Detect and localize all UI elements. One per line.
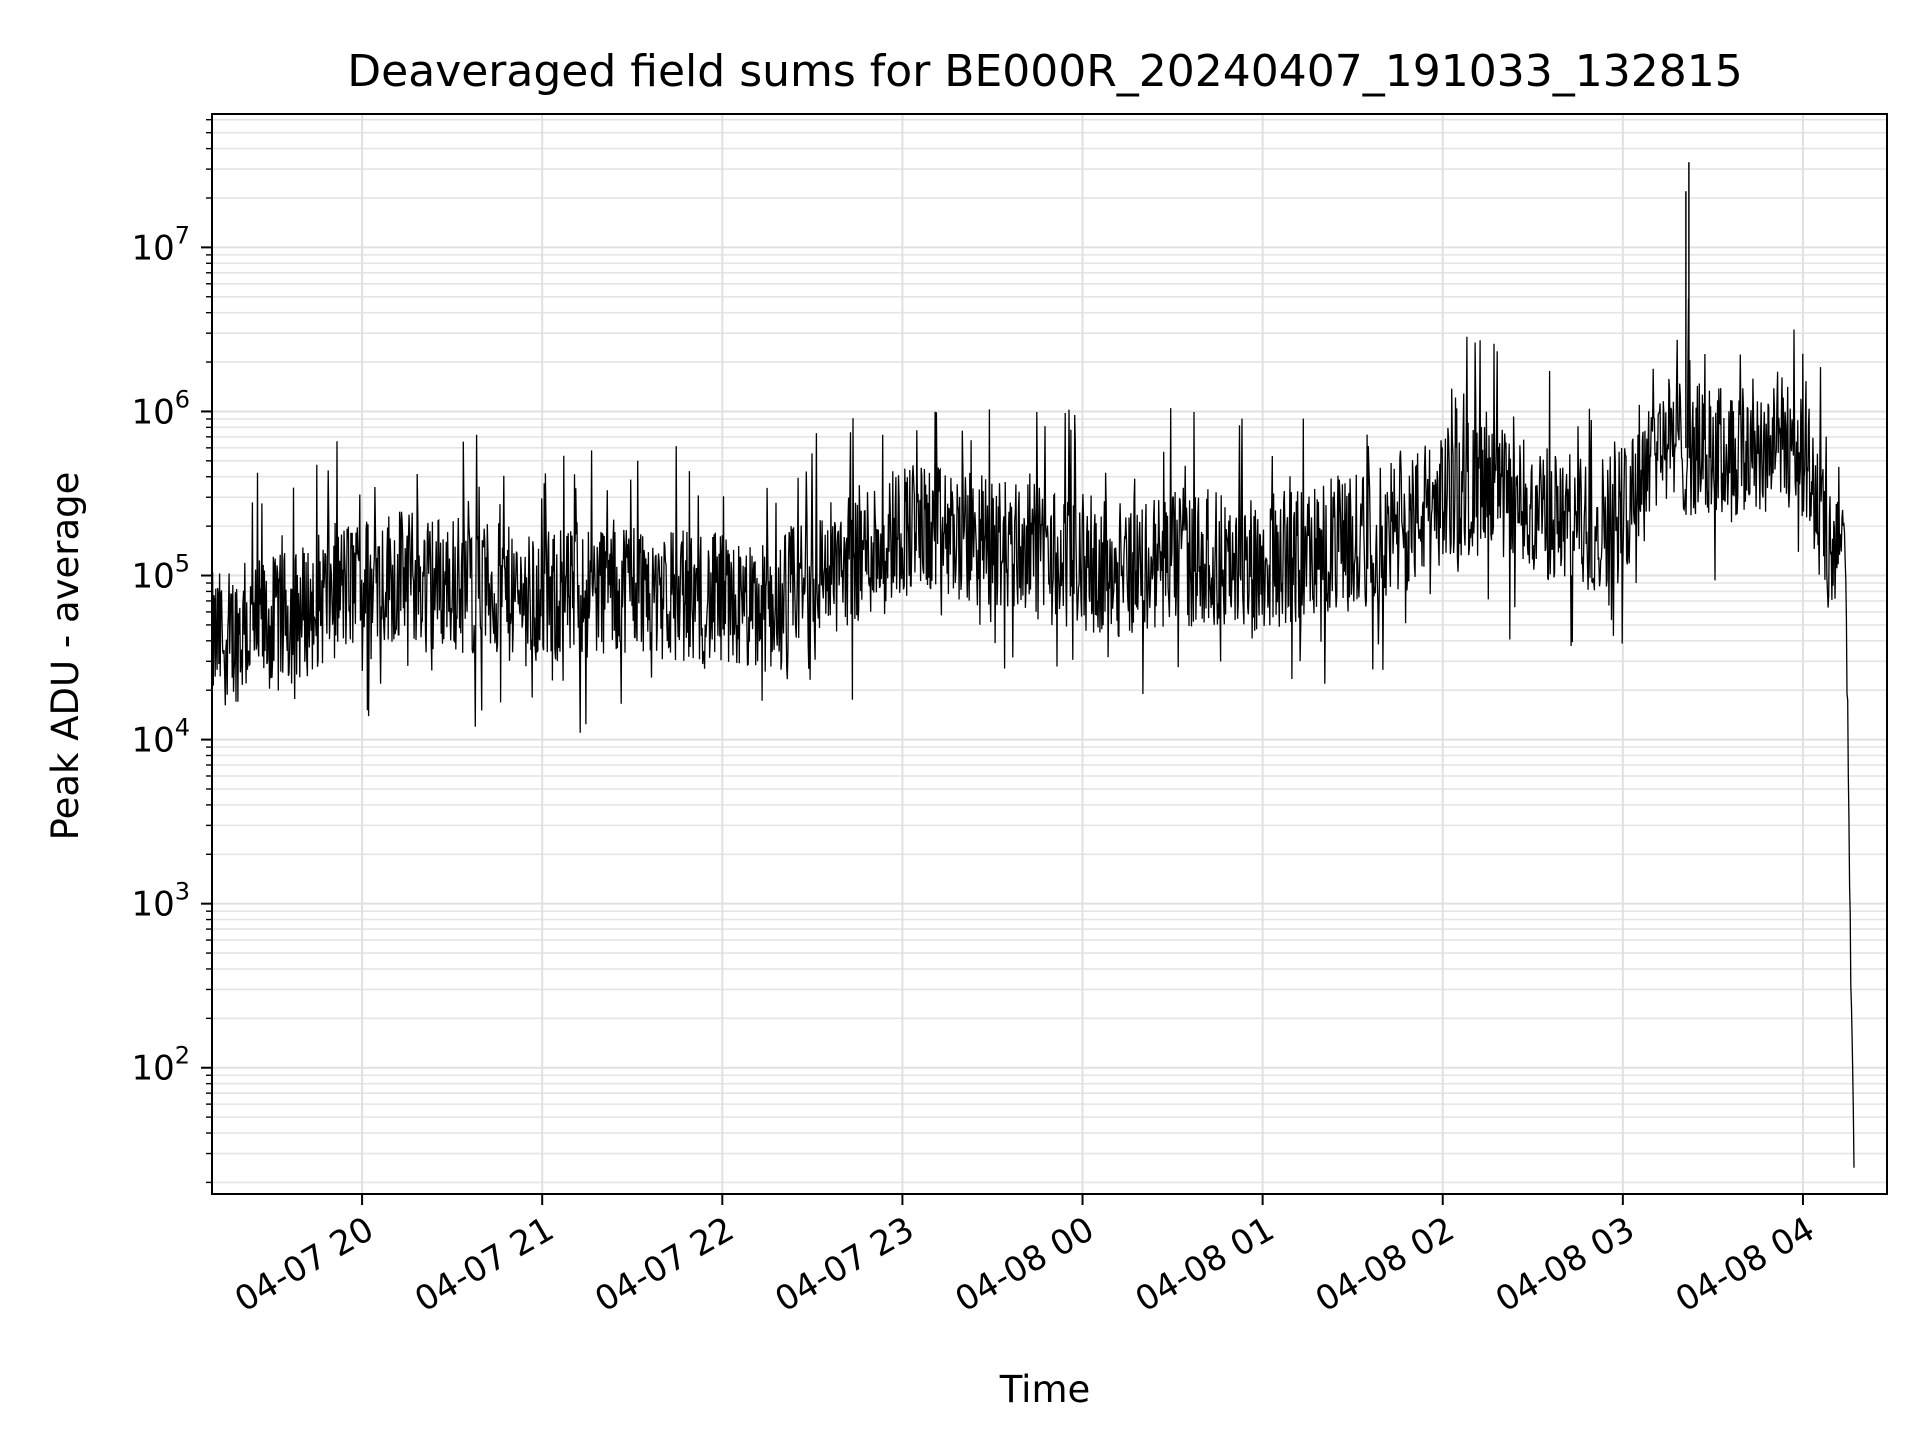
grid-layer	[212, 114, 1887, 1194]
y-tick-label: 107	[131, 221, 190, 268]
y-tick-label: 103	[131, 878, 190, 925]
series-layer	[211, 162, 1855, 1168]
plot-frame	[211, 113, 1888, 1195]
y-tick-label: 105	[131, 550, 190, 597]
y-tick-label: 104	[131, 714, 190, 761]
series-line	[211, 298, 1855, 1168]
x-axis-label: Time	[999, 1368, 1091, 1411]
chart-title: Deaveraged field sums for BE000R_2024040…	[347, 46, 1742, 97]
y-tick-label: 106	[131, 385, 190, 432]
y-tick-label: 102	[131, 1042, 190, 1089]
y-axis-label: Peak ADU - average	[44, 472, 87, 841]
